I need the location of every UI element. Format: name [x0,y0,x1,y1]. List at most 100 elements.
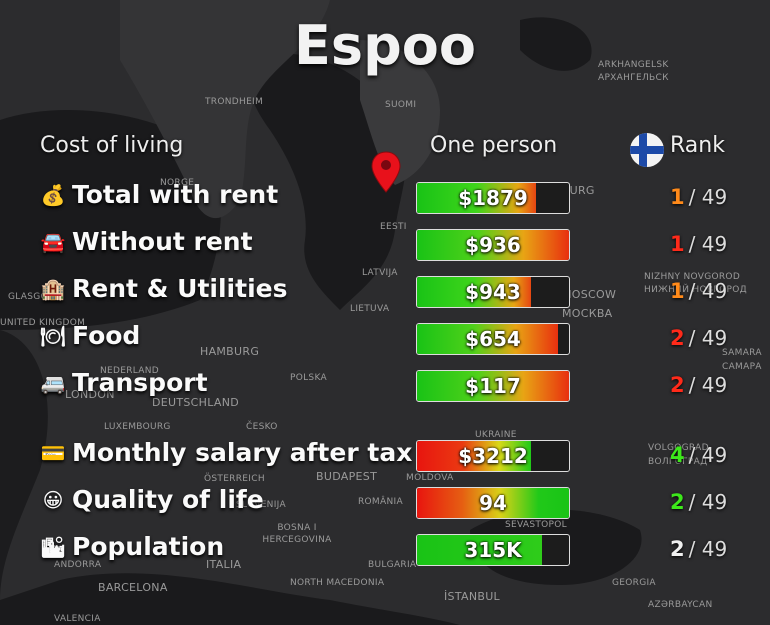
value-bar: 315K [416,534,570,566]
map-label: SUOMI [385,100,417,110]
rank-number: 1 [670,185,685,209]
map-label: LIETUVA [350,304,390,314]
row-label-text: Rent & Utilities [72,274,288,303]
row-label: 😀 Quality of life [40,485,264,514]
mediterranean-sea [0,573,460,625]
map-label: NORTH MACEDONIA [290,578,385,588]
rank-number: 2 [670,373,685,397]
city-chart-icon: 🏙 [40,534,66,559]
value-bar: $943 [416,276,570,308]
north-sea [0,110,221,330]
header-rank: Rank [670,133,725,158]
map-label: ВОЛГОГРАД [648,457,708,467]
value-bar-fill [417,441,531,471]
map-label: LONDON [65,388,115,401]
map-label: BARCELONA [98,581,168,594]
scandinavia [120,0,330,219]
value-bar-fill [417,230,569,260]
value-bar-text: 94 [479,491,507,515]
map-label: SLOVENIJA [236,500,286,510]
map-label: AZƏRBAYCAN [648,600,713,610]
rank-number: 2 [670,490,685,514]
rank-value: 1/ 49 [670,279,727,303]
row-label: 🍽 Food [40,321,140,350]
rank-number: 1 [670,232,685,256]
value-bar-text: 315K [464,538,522,562]
value-bar: $654 [416,323,570,355]
minibus-icon: 🚐 [40,370,66,395]
map-label: NIZHNY NOVGOROD [644,272,741,282]
value-bar: 94 [416,487,570,519]
finland [360,40,440,185]
value-bar-fill [417,488,569,518]
map-label: SEVASTOPOL [505,520,567,530]
value-bar-fill [417,277,531,307]
rank-value: 2/ 49 [670,373,727,397]
value-bar: $117 [416,370,570,402]
rank-total: / 49 [688,326,728,350]
map-label: VALENCIA [54,614,101,624]
map-label: GEORGIA [612,578,656,588]
map-label: UKRAINE [475,430,517,440]
rank-value: 1/ 49 [670,232,727,256]
row-label: 🚐 Transport [40,368,208,397]
map-label: NORGE [160,178,195,188]
row-label: 🚘 Without rent [40,227,253,256]
rank-value: 2/ 49 [670,326,727,350]
value-bar-fill [417,535,542,565]
map-label: GLASGOW [8,292,58,302]
value-bar-text: $654 [465,327,521,351]
map-label: ÖSTERREICH [204,474,265,484]
value-bar: $936 [416,229,570,261]
row-label-text: Food [72,321,141,350]
row-label: 🏨 Rent & Utilities [40,274,288,303]
map-label: BULGARIA [368,560,417,570]
rank-total: / 49 [688,232,728,256]
map-label: BUDAPEST [316,470,378,483]
map-label: DEUTSCHLAND [152,396,240,409]
car-icon: 🚘 [40,229,66,254]
map-label: POLSKA [290,373,327,383]
finland-flag-icon [630,133,664,167]
value-bar-fill [417,371,569,401]
map-label: ANDORRA [54,560,102,570]
row-label-text: Monthly salary after tax [72,438,413,467]
plate-icon: 🍽 [40,323,66,348]
value-bar: $3212 [416,440,570,472]
value-bar-text: $117 [465,374,521,398]
rank-total: / 49 [688,443,728,467]
smiley-icon: 😀 [42,487,64,512]
map-label: ARKHANGELSK [598,60,669,70]
header-cost-of-living: Cost of living [40,133,184,158]
rank-total: / 49 [688,490,728,514]
map-label: ROMÂNIA [358,497,403,507]
money-bag-icon: 💰 [40,182,66,207]
map-label: NEDERLAND [100,366,160,376]
map-label: İSTANBUL [444,590,500,603]
map-label: САМАРА [722,362,762,372]
map-label: LATVIJA [362,268,398,278]
rank-total: / 49 [688,537,728,561]
row-label-text: Total with rent [72,180,279,209]
value-bar-text: $943 [465,280,521,304]
rank-total: / 49 [688,373,728,397]
value-bar-text: $936 [465,233,521,257]
value-bar-fill [417,324,559,354]
row-label: 🏙 Population [40,532,224,561]
map-label: LUXEMBOURG [104,422,171,432]
row-label: 💰 Total with rent [40,180,279,209]
rank-value: 2/ 49 [670,537,727,561]
atlantic-sea [0,330,48,600]
value-bar-text: $1879 [458,186,528,210]
map-label: TRONDHEIM [205,97,264,107]
rank-value: 4/ 49 [670,443,727,467]
row-label-text: Quality of life [72,485,264,514]
credit-card-icon: 💳 [40,440,66,465]
map-label: MOSCOW [562,288,617,301]
map-label: АРХАНГЕЛЬСК [598,73,669,83]
map-label: VOLGOGRAD [648,443,709,453]
row-label-text: Without rent [72,227,253,256]
rank-value: 1/ 49 [670,185,727,209]
map-label: MOLDOVA [406,473,454,483]
